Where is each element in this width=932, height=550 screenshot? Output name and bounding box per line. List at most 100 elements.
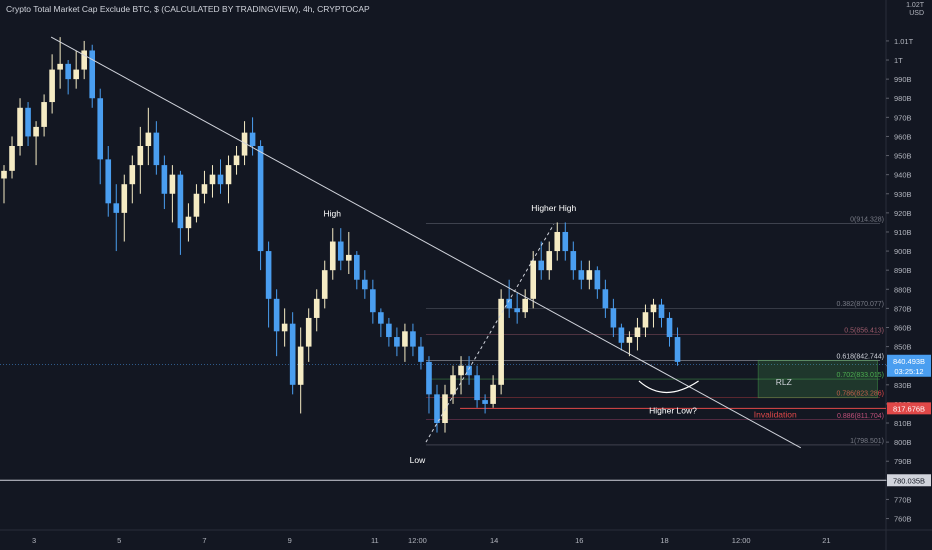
candle-body (458, 365, 464, 376)
fib-level-label: 0.886(811.704) (837, 413, 884, 420)
candle-body (137, 146, 144, 166)
candle-body (602, 289, 609, 309)
y-tick-label: 990B (894, 75, 912, 84)
candle-body (490, 384, 496, 404)
candle-body (506, 298, 512, 309)
candle-body (586, 270, 593, 280)
candle-body (370, 289, 376, 313)
candle-body (450, 375, 456, 395)
fib-level-label: 0.382(870.077) (837, 301, 884, 308)
candle-body (225, 165, 232, 185)
candle-body (474, 375, 480, 401)
y-tick-label: 880B (894, 285, 912, 294)
price-label-box (887, 474, 931, 487)
x-tick-label: 9 (288, 536, 292, 545)
candle-body (297, 346, 304, 385)
candle-body (265, 251, 272, 299)
candle-body (482, 400, 488, 404)
higher-low-arc (638, 380, 699, 393)
y-tick-label: 1T (894, 56, 903, 65)
annotation-label: Low (410, 455, 426, 465)
candle-body (618, 327, 625, 343)
annotation-label: RLZ (776, 377, 792, 387)
candle-body (81, 50, 87, 70)
candle-body (362, 279, 368, 290)
price-label-box (887, 364, 931, 377)
candle-body (145, 132, 152, 146)
x-tick-label: 7 (202, 536, 206, 545)
currency-unit: USD (909, 10, 924, 17)
y-tick-label: 920B (894, 209, 912, 218)
candle-body (562, 231, 569, 252)
candle-body (233, 155, 240, 166)
candle-body (546, 251, 553, 271)
currency-top: 1.02T (906, 2, 924, 9)
candle-body (89, 50, 96, 99)
candle-body (249, 132, 256, 146)
candle-body (1, 170, 7, 179)
candle-body (658, 304, 665, 318)
y-tick-label: 890B (894, 266, 912, 275)
candle-body (193, 193, 200, 217)
candle-body (73, 69, 79, 80)
candle-body (49, 69, 55, 103)
candle-body (121, 184, 128, 213)
price-label-text: 03:25:12 (894, 367, 923, 376)
candle-body (434, 394, 440, 424)
x-tick-label: 18 (660, 536, 668, 545)
y-tick-label: 870B (894, 304, 912, 313)
rlz-zone (757, 359, 878, 399)
candle-body (313, 298, 320, 318)
candle-body (634, 327, 641, 338)
candle-body (241, 132, 248, 156)
price-label-text: 817.676B (893, 404, 925, 413)
currency-label: 1.02T USD (906, 2, 924, 18)
candle-body (329, 241, 336, 271)
candle-body (257, 146, 264, 252)
x-tick-label: 12:00 (408, 536, 427, 545)
candle-body (105, 159, 112, 204)
chart-title: Crypto Total Market Cap Exclude BTC, $ (… (6, 4, 370, 14)
annotation-label: Invalidation (754, 409, 797, 419)
rising-dashed-line (425, 224, 555, 443)
x-tick-label: 3 (32, 536, 36, 545)
x-tick-label: 16 (575, 536, 583, 545)
y-tick-label: 930B (894, 190, 912, 199)
candle-body (185, 216, 192, 229)
price-label-box (887, 402, 931, 415)
x-tick-label: 14 (490, 536, 498, 545)
y-tick-label: 770B (894, 495, 912, 504)
candle-body (209, 174, 216, 185)
fib-level-label: 0.618(842.744) (837, 353, 884, 360)
price-label-text: 780.035B (893, 476, 925, 485)
candle-body (386, 323, 392, 338)
candle-body (530, 260, 537, 299)
candle-body (153, 132, 160, 166)
fib-level-label: 0(914.328) (850, 217, 884, 224)
x-tick-label: 11 (371, 536, 379, 545)
candle-body (33, 126, 39, 137)
y-tick-label: 950B (894, 152, 912, 161)
candle-body (217, 174, 224, 185)
candle-body (169, 174, 176, 194)
candle-body (514, 308, 520, 313)
candle-body (410, 331, 416, 347)
candle-body (426, 361, 432, 395)
y-tick-label: 810B (894, 419, 912, 428)
fib-level-label: 0.786(823.286) (837, 391, 884, 398)
y-tick-label: 910B (894, 228, 912, 237)
y-tick-label: 860B (894, 323, 912, 332)
candle-body (9, 146, 15, 171)
y-tick-label: 940B (894, 171, 912, 180)
y-tick-label: 760B (894, 515, 912, 524)
candle-body (65, 63, 71, 80)
candle-body (578, 270, 585, 280)
candle-body (345, 254, 352, 261)
y-tick-label: 830B (894, 381, 912, 390)
candle-body (378, 312, 384, 324)
candle-body (113, 203, 120, 213)
y-tick-label: 790B (894, 457, 912, 466)
annotation-label: High (324, 209, 342, 219)
